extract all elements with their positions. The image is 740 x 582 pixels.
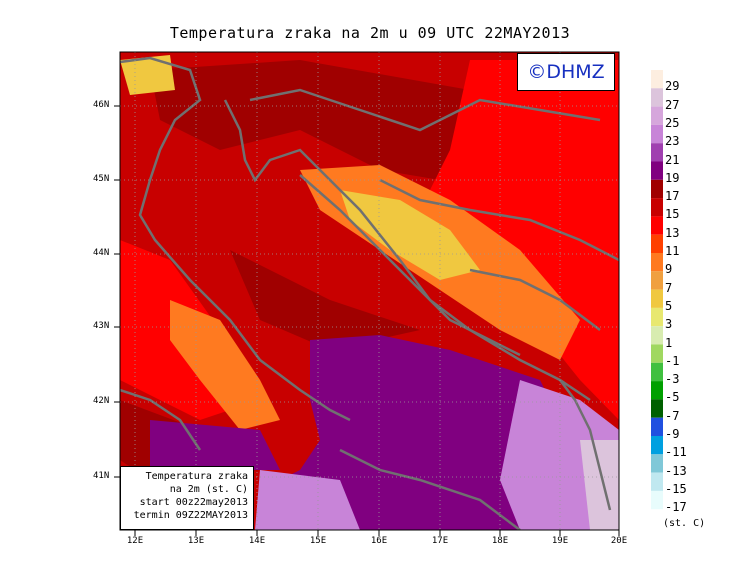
dalmatia-coastline — [299, 174, 521, 357]
temp-zone-21 — [150, 420, 280, 470]
colorbar-swatch — [651, 253, 663, 272]
colorbar-swatch — [651, 399, 663, 418]
colorbar-swatch — [651, 179, 663, 199]
colorbar-label: 5 — [665, 298, 673, 313]
colorbar-label: 1 — [665, 335, 673, 350]
istria-coastline — [223, 99, 591, 402]
colorbar-unit: (st. C) — [663, 518, 706, 529]
lon-tick-label: 13E — [187, 536, 205, 546]
map-title: Temperatura zraka na 2m u 09 UTC 22MAY20… — [169, 24, 571, 42]
colorbar-label: 25 — [665, 115, 680, 130]
colorbar-swatch — [651, 198, 663, 217]
colorbar-swatch — [651, 326, 663, 345]
colorbar-label: 19 — [665, 170, 680, 185]
colorbar — [651, 70, 663, 510]
colorbar-label: 3 — [665, 317, 673, 332]
lon-tick-label: 12E — [126, 536, 144, 546]
colorbar-swatch — [651, 472, 663, 491]
lon-tick-label: 15E — [309, 536, 327, 546]
colorbar-swatch — [651, 344, 663, 363]
border-line — [469, 268, 601, 331]
info-line: na 2m (st. C) — [169, 484, 248, 495]
colorbar-label: -1 — [665, 353, 680, 368]
colorbar-label: -5 — [665, 390, 680, 405]
colorbar-label: 23 — [665, 134, 680, 149]
colorbar-swatch — [651, 490, 663, 510]
colorbar-label: -11 — [665, 445, 687, 460]
colorbar-swatch — [651, 124, 663, 144]
plot-frame — [119, 51, 620, 531]
temp-zone-17 — [230, 250, 420, 350]
lon-tick-label: 16E — [370, 536, 388, 546]
border-line — [379, 178, 619, 262]
lon-tick-label: 14E — [248, 536, 266, 546]
lon-tick-label: 19E — [551, 536, 569, 546]
colorbar-label: 9 — [665, 262, 673, 277]
colorbar-swatch — [651, 70, 663, 89]
colorbar-label: -7 — [665, 408, 680, 423]
colorbar-label: 27 — [665, 97, 680, 112]
colorbar-label: -9 — [665, 427, 680, 441]
colorbar-swatch — [651, 161, 663, 180]
colorbar-label: 17 — [665, 189, 680, 204]
colorbar-swatch — [651, 234, 663, 253]
lon-tick-label: 20E — [610, 536, 628, 546]
italy-coastline — [120, 56, 351, 422]
info-legend-box: Temperatura zraka na 2m (st. C) start 00… — [120, 466, 254, 530]
lat-tick-label: 46N — [93, 100, 110, 110]
lat-tick-label: 45N — [93, 174, 110, 184]
colorbar-label: 15 — [665, 207, 680, 222]
colorbar-swatch — [651, 88, 663, 107]
colorbar-label: -17 — [665, 500, 687, 515]
temp-zone-23 — [255, 470, 360, 530]
colorbar-swatch — [651, 362, 663, 382]
temp-zone-7 — [120, 55, 175, 95]
lat-tick-label: 41N — [93, 471, 110, 481]
colorbar-swatch — [651, 454, 663, 473]
colorbar-label: 7 — [665, 280, 673, 295]
colorbar-swatch — [651, 307, 663, 327]
colorbar-label: 13 — [665, 225, 680, 240]
copyright-badge: ©DHMZ — [517, 53, 615, 91]
colorbar-swatch — [651, 436, 663, 455]
albania-coastline — [559, 379, 612, 511]
colorbar-swatch — [651, 143, 663, 162]
temp-zone-9 — [170, 300, 280, 430]
colorbar-label: -15 — [665, 481, 687, 496]
border-line — [249, 88, 601, 132]
colorbar-swatch — [651, 381, 663, 400]
info-line: Temperatura zraka — [145, 471, 248, 482]
lon-tick-label: 17E — [431, 536, 449, 546]
colorbar-label: 21 — [665, 152, 680, 167]
border-line — [339, 448, 521, 530]
colorbar-swatch — [651, 216, 663, 235]
info-line: termin 09Z22MAY2013 — [133, 510, 248, 521]
colorbar-swatch — [651, 271, 663, 290]
info-line: start 00z22may2013 — [139, 497, 248, 508]
colorbar-label: -3 — [665, 372, 680, 387]
colorbar-swatch — [651, 106, 663, 125]
temp-zone-5 — [340, 190, 480, 280]
colorbar-swatch — [651, 289, 663, 308]
border-line — [120, 388, 202, 451]
colorbar-label: 11 — [665, 244, 680, 258]
colorbar-label: 29 — [665, 79, 680, 94]
lon-tick-label: 18E — [491, 536, 509, 546]
lat-tick-label: 42N — [93, 396, 110, 406]
lat-tick-label: 43N — [93, 321, 110, 331]
colorbar-swatch — [651, 417, 663, 436]
colorbar-label: -13 — [665, 463, 687, 478]
lat-tick-label: 44N — [93, 248, 110, 258]
